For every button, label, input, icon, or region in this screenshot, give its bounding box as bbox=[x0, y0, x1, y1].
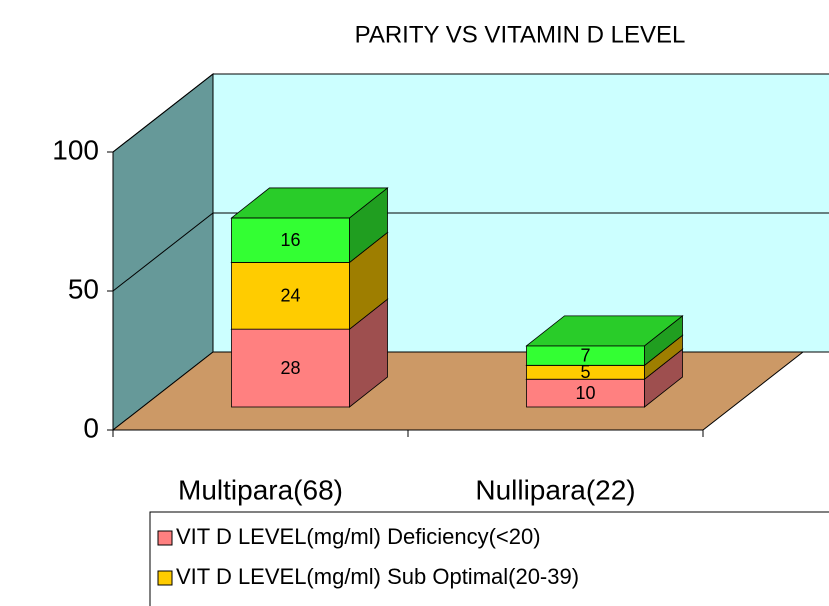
legend-swatch bbox=[157, 530, 173, 546]
y-tick-label: 50 bbox=[68, 273, 99, 304]
y-tick-label: 0 bbox=[83, 412, 99, 443]
y-tick-label: 100 bbox=[52, 134, 99, 165]
legend-label: VIT D LEVEL(mg/ml) Deficiency(<20) bbox=[176, 524, 541, 549]
data-label: 16 bbox=[280, 230, 300, 250]
data-label: 10 bbox=[575, 383, 595, 403]
bar-top bbox=[230, 187, 389, 219]
bar bbox=[231, 262, 350, 330]
legend-label: VIT D LEVEL(mg/ml) Sub Optimal(20-39) bbox=[176, 564, 579, 589]
x-tick-label: Multipara(68) bbox=[178, 474, 343, 505]
x-tick-label: Nullipara(22) bbox=[475, 474, 635, 505]
bar-top bbox=[525, 315, 684, 347]
grid-line bbox=[112, 212, 829, 292]
bar bbox=[231, 328, 350, 408]
data-label: 7 bbox=[580, 345, 590, 365]
grid-line bbox=[112, 73, 829, 153]
legend-swatch bbox=[157, 570, 173, 586]
chart-title: PARITY VS VITAMIN D LEVEL bbox=[355, 21, 686, 48]
data-label: 5 bbox=[580, 362, 590, 382]
data-label: 28 bbox=[280, 358, 300, 378]
data-label: 24 bbox=[280, 286, 300, 306]
legend-box bbox=[149, 511, 829, 606]
floor bbox=[111, 351, 805, 431]
